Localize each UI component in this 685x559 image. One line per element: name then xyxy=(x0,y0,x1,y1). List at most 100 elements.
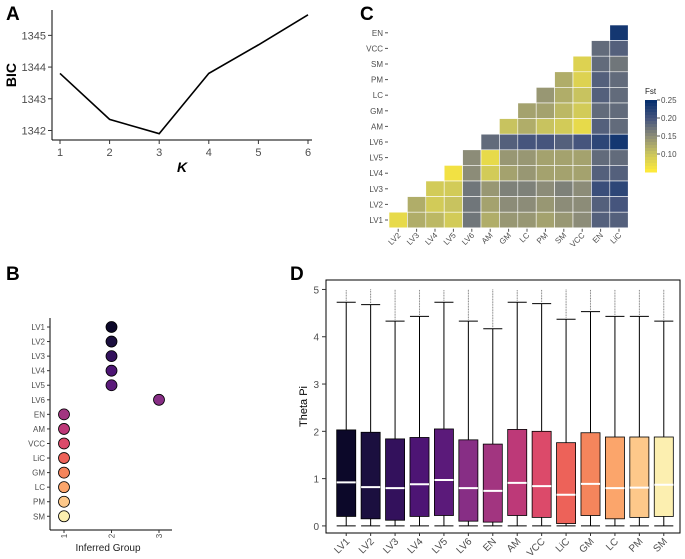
d-outlier xyxy=(638,293,640,295)
b-y-tick-label: LV5 xyxy=(31,381,45,390)
d-outlier xyxy=(394,313,396,315)
d-x-tick-label: LV4 xyxy=(406,536,426,556)
d-outlier xyxy=(443,294,445,296)
d-outlier xyxy=(492,292,494,294)
d-outlier xyxy=(345,299,347,301)
c-heat-cell xyxy=(572,87,592,104)
d-outlier xyxy=(443,298,445,300)
d-outlier xyxy=(589,296,592,298)
c-heat-cell xyxy=(462,180,482,197)
d-outlier xyxy=(418,301,421,303)
d-outlier xyxy=(663,296,665,298)
d-outlier xyxy=(663,294,665,296)
d-outlier xyxy=(614,307,616,309)
c-col-label: GM xyxy=(498,231,514,247)
d-outlier xyxy=(418,302,421,304)
d-outlier xyxy=(663,305,665,307)
c-legend-swatch xyxy=(645,145,657,149)
b-y-tick-label: LV1 xyxy=(31,323,45,332)
c-heat-cell xyxy=(572,133,592,151)
c-heat-cell xyxy=(572,71,592,88)
d-outlier xyxy=(565,316,567,318)
c-col-label: VCC xyxy=(568,231,586,249)
d-y-tick-label: 1 xyxy=(313,475,319,486)
c-col-label: PM xyxy=(535,231,550,246)
d-outlier xyxy=(614,309,616,311)
c-legend-swatch xyxy=(645,100,657,104)
d-y-tick-label: 4 xyxy=(313,333,319,344)
d-outlier xyxy=(418,297,421,299)
c-heat-cell xyxy=(591,180,611,197)
d-outlier xyxy=(565,307,567,309)
c-heat-cell xyxy=(443,196,463,213)
c-heat-cell xyxy=(572,180,592,197)
d-outlier xyxy=(663,304,665,306)
d-outlier xyxy=(394,299,396,301)
b-point xyxy=(105,321,118,333)
d-outlier xyxy=(638,294,640,296)
b-point xyxy=(58,495,70,508)
d-outlier xyxy=(467,312,469,314)
c-heat-cell xyxy=(480,149,500,166)
d-outlier xyxy=(467,291,469,293)
panel-b-group-chart: LV1 LV2 LV3 LV4 LV5 LV6 EN AM VCC LiC GM LC PM SM 1 2 3 I… xyxy=(28,318,172,554)
c-heat-cell xyxy=(572,102,592,119)
d-outlier xyxy=(443,296,445,298)
d-outlier xyxy=(516,296,518,298)
d-outlier xyxy=(565,310,567,312)
panel-d-theta-boxplot: 0 1 2 3 4 5 Theta Pi LV1 LV2 LV3 LV4 LV5 LV6 EN AM VCC L… xyxy=(298,279,681,559)
d-outlier xyxy=(663,313,665,315)
c-heat-cell xyxy=(554,180,574,197)
d-outlier xyxy=(394,318,396,320)
d-outlier xyxy=(492,290,494,293)
d-outlier xyxy=(492,294,494,296)
c-row-label: LV1 xyxy=(369,216,383,225)
c-heat-cell xyxy=(407,196,427,213)
d-outlier xyxy=(370,298,372,300)
c-heat-cell xyxy=(609,55,629,73)
c-heat-cell xyxy=(517,165,537,182)
c-heat-cell xyxy=(591,133,611,151)
d-box xyxy=(336,429,357,517)
c-heat-cell xyxy=(443,165,463,182)
d-outlier xyxy=(638,305,640,307)
d-outlier xyxy=(589,297,592,300)
d-outlier xyxy=(467,289,469,291)
d-outlier xyxy=(418,312,421,314)
c-heat-cell xyxy=(425,180,445,197)
d-x-tick-label: GM xyxy=(577,536,596,555)
c-heat-cell xyxy=(462,165,482,182)
d-outlier xyxy=(638,289,640,291)
d-outlier xyxy=(663,310,665,312)
b-x-tick-label: 3 xyxy=(155,533,164,538)
d-outlier xyxy=(467,297,469,299)
c-legend-swatch xyxy=(645,133,657,137)
c-legend-swatch xyxy=(645,148,657,152)
c-heat-cell xyxy=(554,165,574,182)
c-heat-cell xyxy=(535,133,555,151)
d-outlier xyxy=(418,296,421,298)
d-outlier xyxy=(370,297,372,299)
d-outlier xyxy=(370,302,372,304)
c-col-label: LV3 xyxy=(405,230,421,246)
c-heat-cell xyxy=(535,118,555,135)
d-outlier xyxy=(467,310,469,312)
a-x-tick-label: 3 xyxy=(156,147,162,159)
d-outlier xyxy=(663,315,665,317)
d-outlier xyxy=(663,291,665,293)
d-box xyxy=(580,432,601,516)
d-outlier xyxy=(467,318,469,320)
d-outlier xyxy=(467,316,469,319)
c-heat-cell xyxy=(480,211,500,229)
c-heat-cell xyxy=(591,196,611,213)
panel-label-c: C xyxy=(360,4,374,25)
d-outlier xyxy=(565,289,567,291)
d-outlier xyxy=(370,290,372,292)
c-heat-cell xyxy=(609,133,629,151)
c-heat-cell xyxy=(388,211,408,229)
c-col-label: LV4 xyxy=(423,230,439,246)
c-heat-cell xyxy=(499,180,519,197)
d-x-tick-label: EN xyxy=(481,536,499,554)
d-outlier xyxy=(492,303,494,305)
c-heat-cell xyxy=(443,180,463,197)
